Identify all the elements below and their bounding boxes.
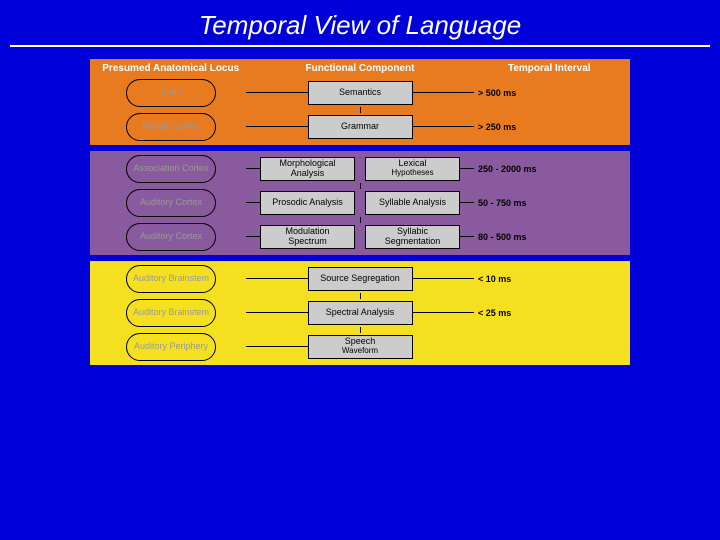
connector [246, 126, 308, 127]
anat-frontal: Frontal Cortex [126, 113, 216, 141]
section-bottom: Auditory Brainstem Source Segregation < … [90, 261, 630, 365]
connector [413, 278, 475, 279]
anat-periphery: Auditory Periphery [126, 333, 216, 361]
interval-syllable: 50 - 750 ms [474, 189, 624, 217]
interval-speech [474, 333, 624, 361]
interval-semantics: > 500 ms [474, 79, 624, 107]
connector [246, 312, 308, 313]
func-syllabic: Syllabic Segmentation [365, 225, 460, 249]
connector [460, 168, 474, 169]
interval-grammar: > 250 ms [474, 113, 624, 141]
interval-spectral: < 25 ms [474, 299, 624, 327]
diagram-body: Presumed Anatomical Locus Functional Com… [0, 47, 720, 375]
connector [246, 346, 308, 347]
diagram-title: Temporal View of Language [10, 0, 710, 47]
interval-lexical: 250 - 2000 ms [474, 155, 624, 183]
anat-auditory-1: Auditory Cortex [126, 189, 216, 217]
anat-brainstem-2: Auditory Brainstem [126, 299, 216, 327]
anat-association: Association Cortex [126, 155, 216, 183]
func-speech: Speech Waveform [308, 335, 413, 359]
func-source: Source Segregation [308, 267, 413, 291]
connector [413, 92, 475, 93]
connector [246, 168, 260, 169]
func-prosodic: Prosodic Analysis [260, 191, 355, 215]
header-functional: Functional Component [304, 63, 417, 79]
func-syllable: Syllable Analysis [365, 191, 460, 215]
connector [413, 312, 475, 313]
func-lexical: Lexical Hypotheses [365, 157, 460, 181]
func-lexical-sub: Hypotheses [391, 169, 433, 178]
func-modulation: Modulation Spectrum [260, 225, 355, 249]
anat-brain: Brain [126, 79, 216, 107]
header-interval: Temporal Interval [475, 63, 624, 79]
anat-auditory-2: Auditory Cortex [126, 223, 216, 251]
interval-syllabic: 80 - 500 ms [474, 223, 624, 251]
header-anatomical: Presumed Anatomical Locus [96, 63, 245, 79]
section-middle: Association Cortex Morphological Analysi… [90, 151, 630, 255]
connector [460, 236, 474, 237]
func-grammar: Grammar [308, 115, 413, 139]
connector [246, 236, 260, 237]
connector [246, 202, 260, 203]
anat-brainstem-1: Auditory Brainstem [126, 265, 216, 293]
func-speech-sub: Waveform [342, 347, 378, 356]
connector [246, 92, 308, 93]
func-semantics: Semantics [308, 81, 413, 105]
connector [246, 278, 308, 279]
func-morphological: Morphological Analysis [260, 157, 355, 181]
connector [460, 202, 474, 203]
interval-source: < 10 ms [474, 265, 624, 293]
func-spectral: Spectral Analysis [308, 301, 413, 325]
connector [413, 126, 475, 127]
section-top: Presumed Anatomical Locus Functional Com… [90, 59, 630, 145]
